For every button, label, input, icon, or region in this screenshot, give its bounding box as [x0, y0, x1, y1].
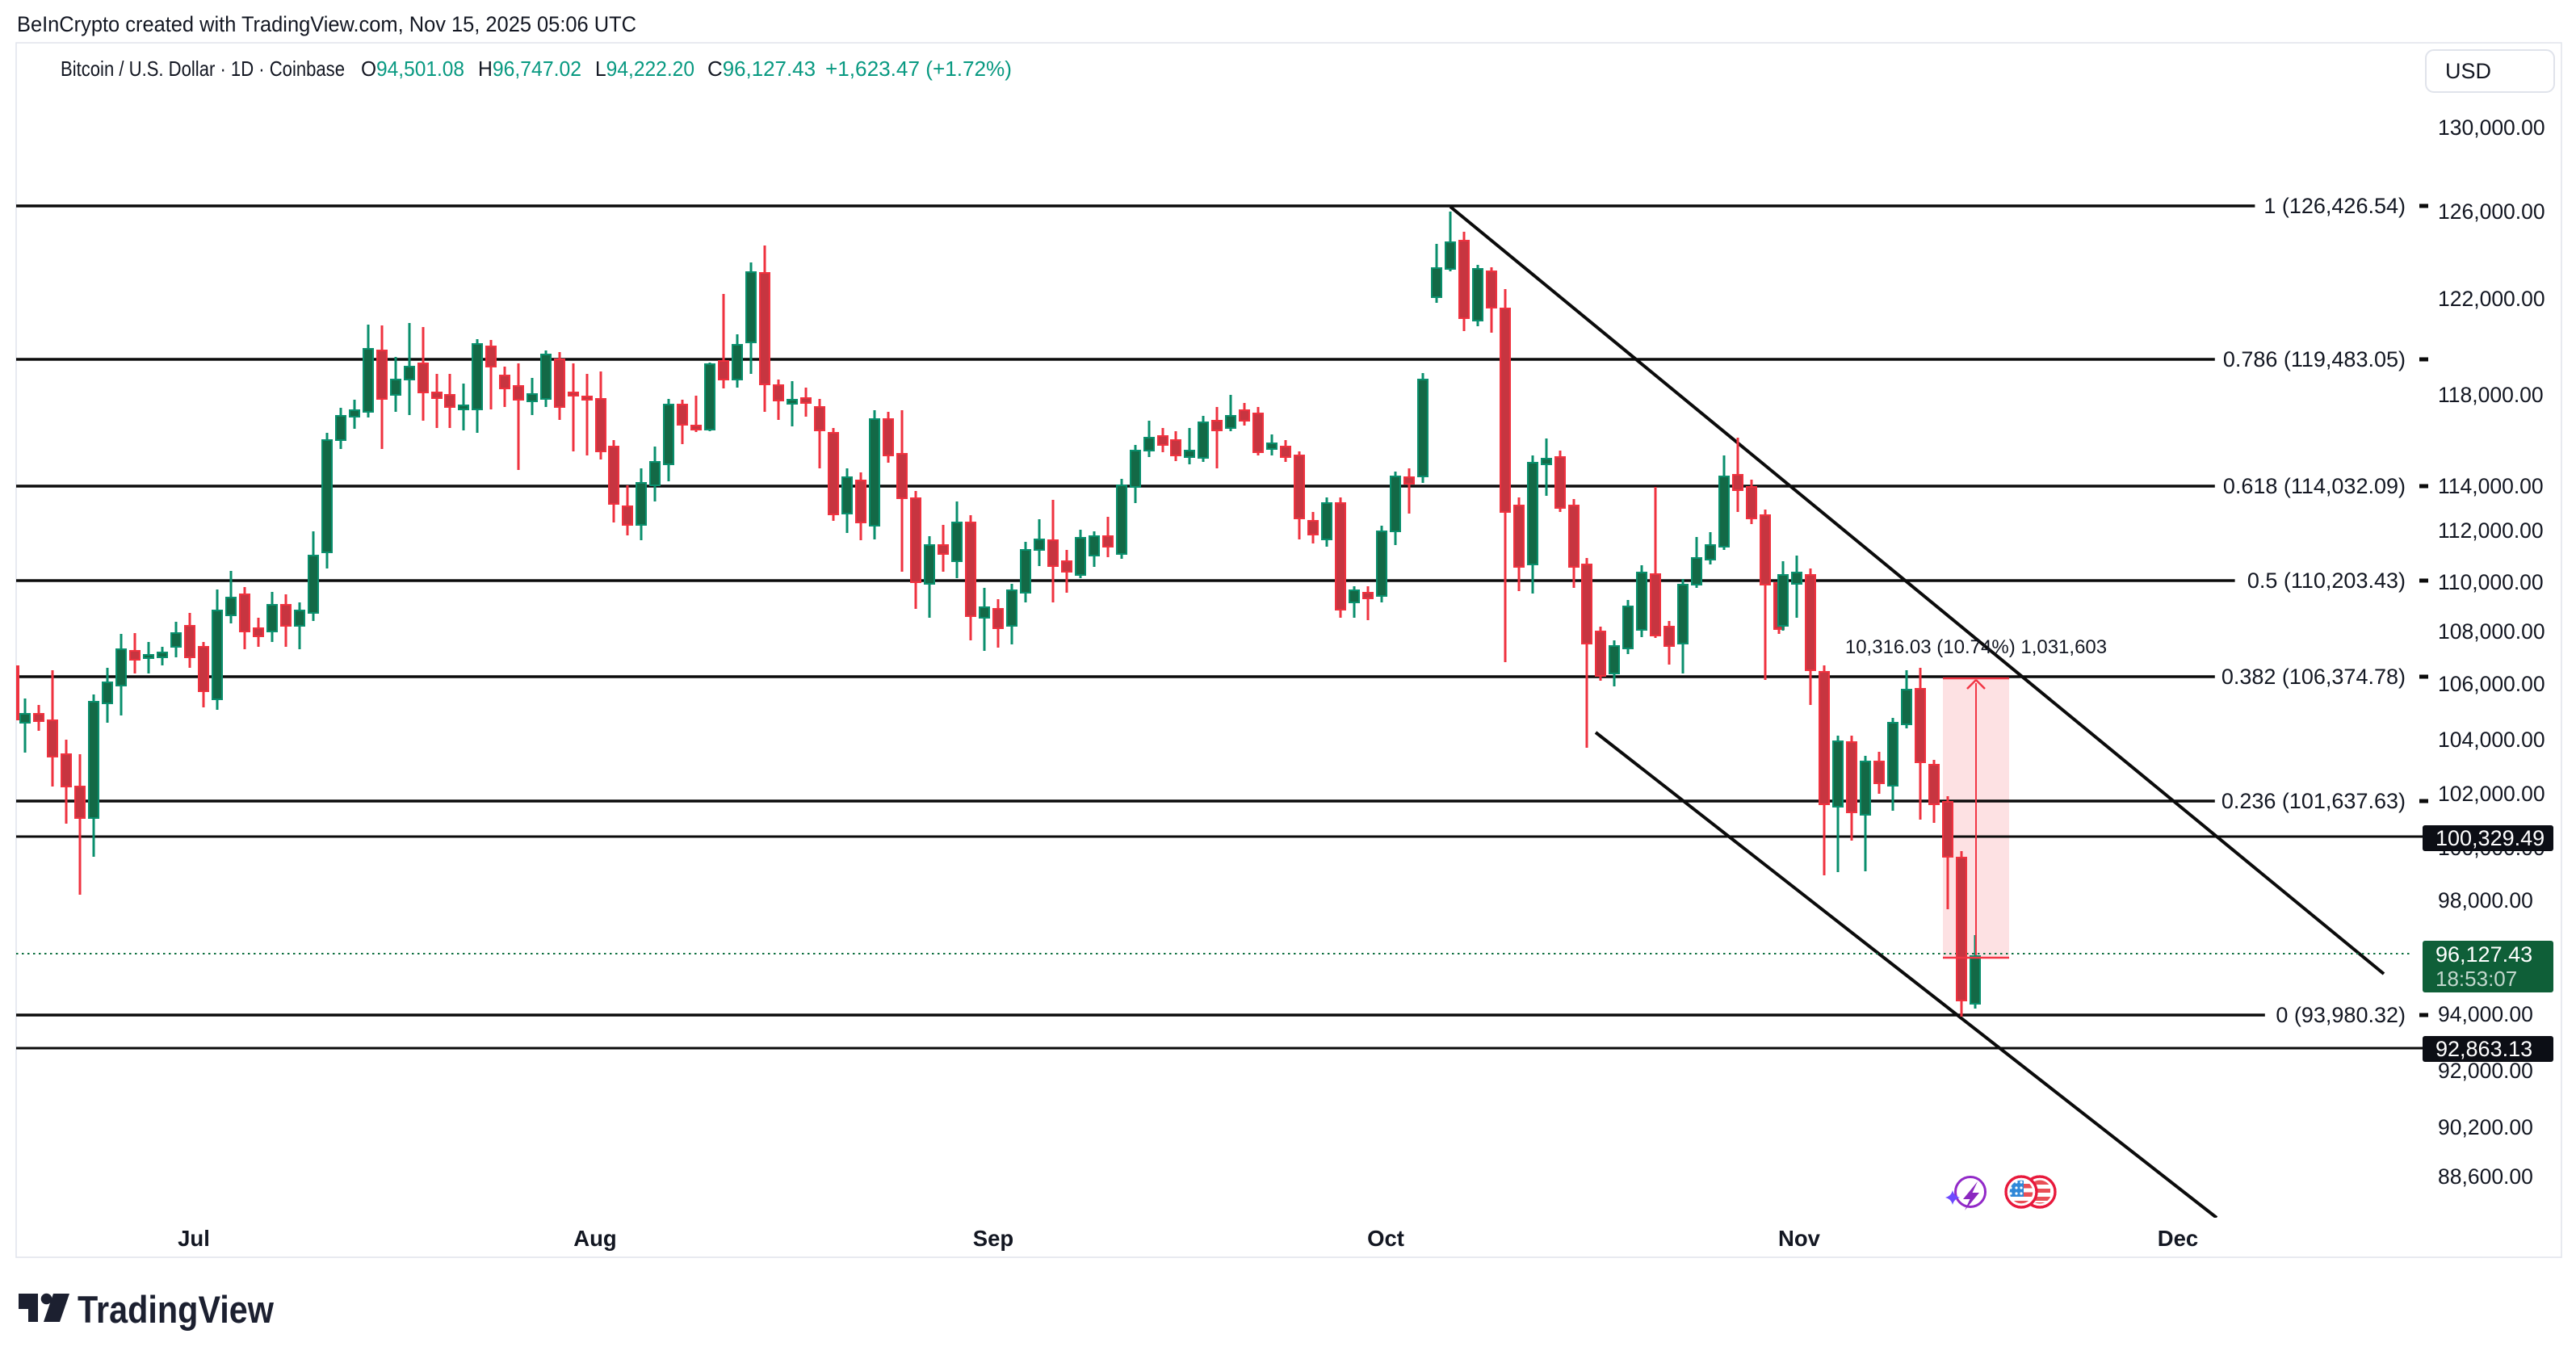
svg-text:Aug: Aug: [573, 1226, 616, 1251]
svg-text:O94,501.08: O94,501.08: [361, 57, 464, 81]
svg-text:104,000.00: 104,000.00: [2438, 728, 2545, 752]
svg-text:114,000.00: 114,000.00: [2438, 474, 2544, 498]
svg-text:USD: USD: [2445, 59, 2491, 83]
svg-text:96,127.43: 96,127.43: [2435, 942, 2532, 967]
svg-text:Sep: Sep: [973, 1226, 1013, 1251]
svg-text:102,000.00: 102,000.00: [2438, 782, 2545, 806]
svg-text:0 (93,980.32): 0 (93,980.32): [2276, 1003, 2406, 1027]
svg-text:0.236 (101,637.63): 0.236 (101,637.63): [2221, 789, 2406, 813]
svg-text:BeInCrypto created with Tradin: BeInCrypto created with TradingView.com,…: [17, 12, 636, 36]
svg-text:0.786 (119,483.05): 0.786 (119,483.05): [2223, 347, 2406, 371]
svg-text:92,863.13: 92,863.13: [2435, 1037, 2532, 1061]
svg-text:130,000.00: 130,000.00: [2438, 115, 2545, 140]
svg-text:118,000.00: 118,000.00: [2438, 383, 2544, 407]
svg-text:Oct: Oct: [1367, 1226, 1404, 1251]
svg-text:0.5 (110,203.43): 0.5 (110,203.43): [2247, 568, 2406, 593]
svg-text:Bitcoin / U.S. Dollar · 1D · C: Bitcoin / U.S. Dollar · 1D · Coinbase: [61, 57, 345, 81]
svg-text:C96,127.43: C96,127.43: [707, 57, 816, 81]
svg-text:94,000.00: 94,000.00: [2438, 1002, 2533, 1026]
svg-text:Jul: Jul: [178, 1226, 210, 1251]
svg-text:1 (126,426.54): 1 (126,426.54): [2263, 194, 2406, 218]
svg-text:98,000.00: 98,000.00: [2438, 888, 2533, 912]
svg-text:10,316.03 (10.74%) 1,031,603: 10,316.03 (10.74%) 1,031,603: [1845, 636, 2107, 658]
svg-text:H96,747.02: H96,747.02: [478, 57, 581, 81]
svg-text:Dec: Dec: [2158, 1226, 2198, 1251]
svg-text:126,000.00: 126,000.00: [2438, 199, 2545, 224]
svg-text:100,329.49: 100,329.49: [2435, 826, 2545, 850]
svg-text:88,600.00: 88,600.00: [2438, 1164, 2533, 1189]
svg-text:106,000.00: 106,000.00: [2438, 672, 2545, 696]
svg-text:L94,222.20: L94,222.20: [595, 57, 694, 81]
svg-text:112,000.00: 112,000.00: [2438, 518, 2544, 543]
svg-text:110,000.00: 110,000.00: [2438, 570, 2544, 594]
svg-text:Nov: Nov: [1778, 1226, 1821, 1251]
svg-text:0.618 (114,032.09): 0.618 (114,032.09): [2223, 474, 2406, 498]
svg-text:18:53:07: 18:53:07: [2435, 967, 2517, 991]
svg-text:TradingView: TradingView: [78, 1288, 274, 1331]
svg-text:+1,623.47 (+1.72%): +1,623.47 (+1.72%): [825, 57, 1012, 81]
svg-text:0.382 (106,374.78): 0.382 (106,374.78): [2221, 665, 2406, 689]
svg-text:122,000.00: 122,000.00: [2438, 287, 2545, 311]
svg-text:90,200.00: 90,200.00: [2438, 1115, 2533, 1139]
svg-text:108,000.00: 108,000.00: [2438, 619, 2545, 644]
svg-text:92,000.00: 92,000.00: [2438, 1059, 2533, 1083]
